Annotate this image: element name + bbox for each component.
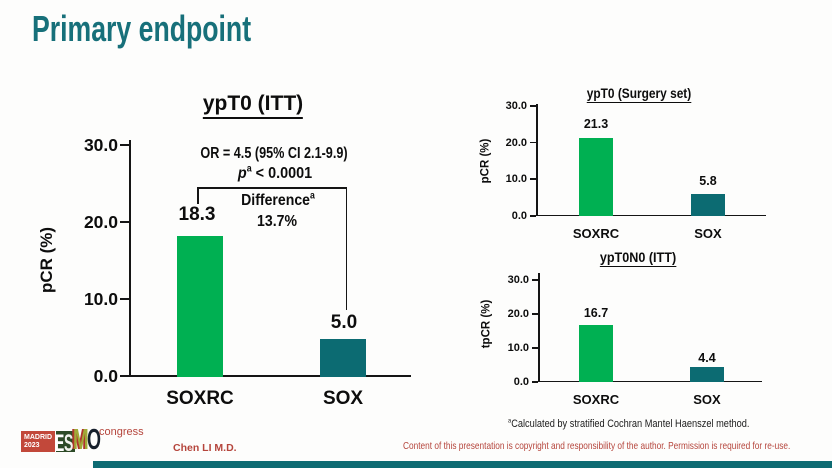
y-tick-label: 0.0 [513,376,529,388]
chart-title: ypT0 (Surgery set) [578,85,701,104]
madrid-2023-badge: MADRID 2023 [21,431,55,452]
y-tick-label: 10.0 [507,342,529,354]
bar-value-label: 21.3 [583,117,609,131]
bar-soxrc [177,236,223,377]
bar-value-label: 5.8 [699,174,717,188]
y-tick-label: 10.0 [83,289,118,309]
y-axis-line [536,104,538,216]
bar-sox [690,366,724,382]
y-tick-label: 30.0 [83,135,118,155]
logo-year: 2023 [24,442,40,449]
logo-letter-m: M [73,424,89,456]
bracket-left-leg [197,187,199,204]
y-tick-label: 20.0 [83,212,118,232]
bar-soxrc [579,324,613,382]
y-axis-line [129,140,132,377]
footnote: aCalculated by stratified Cochran Mantel… [508,417,750,430]
y-tick [532,279,538,281]
bracket-right-leg [345,187,348,310]
y-axis-title: pCR (%) [37,226,57,294]
presenter-name: Chen LI M.D. [173,442,237,454]
bar-value-label: 16.7 [583,306,609,320]
y-tick [532,313,538,315]
y-tick [530,105,536,107]
bar-sox [691,194,725,216]
logo-letter-s: S [64,429,74,457]
logo-city: MADRID [24,434,52,441]
x-axis-line [538,380,762,383]
logo-green-block [55,431,75,452]
x-axis-line [129,375,411,378]
y-tick-label: 20.0 [507,308,529,320]
x-category-label: SOX [693,392,721,407]
y-tick [530,215,536,217]
bar-value-label: 4.4 [698,351,716,365]
annotation-difference-label: Differencea [241,190,315,209]
annotation-p-value: pa < 0.0001 [237,163,313,182]
copyright-notice: Content of this presentation is copyrigh… [403,440,791,452]
y-tick [532,381,538,383]
x-category-label: SOXRC [572,225,620,241]
y-tick [120,144,129,147]
y-axis-line [538,273,540,382]
y-tick-label: 10.0 [505,173,527,186]
annotation-odds-ratio: OR = 4.5 (95% CI 2.1-9.9) [200,145,348,162]
logo-letter-e: E [55,429,65,457]
logo-congress-label: congress [99,426,144,438]
y-tick [120,221,129,224]
y-tick [120,375,129,378]
bar-soxrc [579,137,613,216]
x-category-label: SOX [694,225,722,241]
logo-letter-m-shadow: M [71,424,87,456]
bar-sox [320,338,366,377]
annotation-difference-value: 13.7% [257,213,297,230]
chart-title: ypT0 (ITT) [202,92,304,120]
y-axis-title: pCR (%) [479,138,492,184]
x-category-label: SOX [322,388,364,409]
y-tick [530,141,536,144]
bar-value-label: 5.0 [330,312,358,333]
page-title: Primary endpoint [32,8,252,49]
x-category-label: SOXRC [572,392,620,407]
y-tick [530,178,536,180]
x-category-label: SOXRC [166,388,234,409]
bracket-top-line [197,187,347,189]
y-axis-title: tpCR (%) [480,299,493,349]
chart-title: ypT0N0 (ITT) [596,249,681,268]
y-tick-label: 20.0 [505,136,527,149]
y-tick-label: 0.0 [511,210,527,222]
y-tick-label: 30.0 [505,100,527,112]
y-tick-label: 30.0 [507,274,529,286]
logo-letter-o: O [87,424,101,456]
x-axis-line [536,214,766,217]
y-tick-label: 0.0 [93,366,118,386]
y-tick [532,347,538,349]
y-tick [120,298,129,301]
bottom-accent-strip [93,461,832,468]
bar-value-label: 18.3 [178,204,216,225]
